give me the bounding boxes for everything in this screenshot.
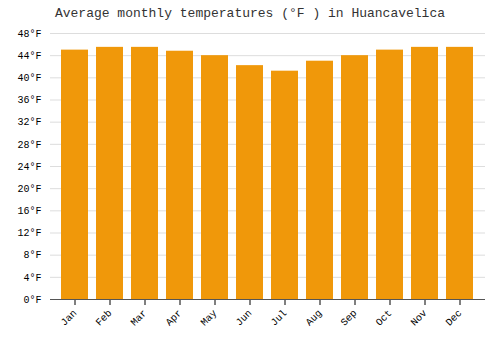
svg-text:Nov: Nov: [409, 308, 430, 329]
svg-text:48°F: 48°F: [17, 29, 41, 40]
svg-text:20°F: 20°F: [17, 184, 41, 195]
svg-text:May: May: [199, 308, 220, 329]
svg-text:Feb: Feb: [94, 308, 115, 329]
svg-text:Sep: Sep: [339, 308, 360, 329]
svg-text:Aug: Aug: [304, 308, 325, 329]
svg-text:36°F: 36°F: [17, 95, 41, 106]
svg-text:16°F: 16°F: [17, 206, 41, 217]
html-text:Average monthly temperatures (: Average monthly temperatures (°F ) in Hu…: [55, 6, 445, 21]
svg-text:4°F: 4°F: [23, 273, 41, 284]
svg-text:Jul: Jul: [269, 308, 290, 329]
svg-text:Mar: Mar: [129, 308, 150, 329]
svg-text:8°F: 8°F: [23, 250, 41, 261]
svg-text:Jun: Jun: [234, 308, 255, 329]
svg-text:Oct: Oct: [374, 308, 395, 329]
svg-text:24°F: 24°F: [17, 162, 41, 173]
svg-text:32°F: 32°F: [17, 117, 41, 128]
svg-text:28°F: 28°F: [17, 140, 41, 151]
svg-text:12°F: 12°F: [17, 228, 41, 239]
svg-text:40°F: 40°F: [17, 73, 41, 84]
svg-text:Apr: Apr: [164, 308, 185, 329]
svg-text:44°F: 44°F: [17, 51, 41, 62]
svg-text:0°F: 0°F: [23, 295, 41, 306]
svg-text:Jan: Jan: [59, 308, 80, 329]
svg-text:Dec: Dec: [444, 308, 465, 329]
